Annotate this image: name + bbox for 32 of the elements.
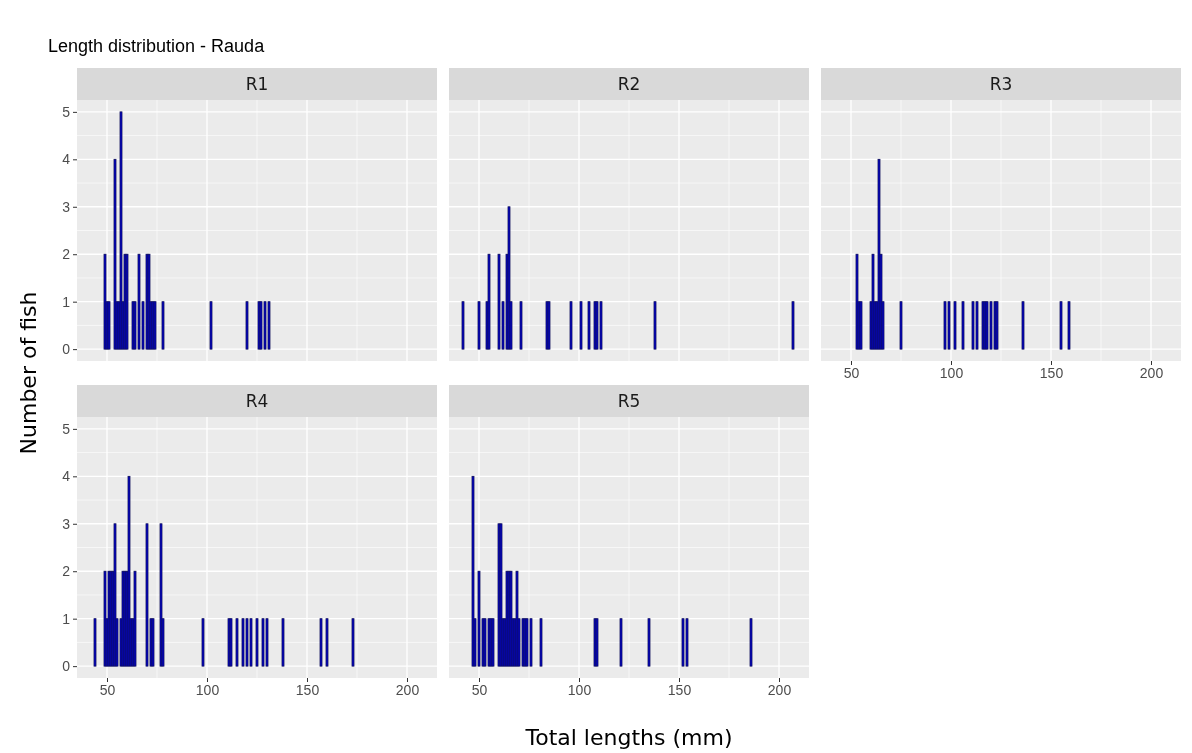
y-axis-title: Number of fish <box>16 291 41 455</box>
chart-title: R2 <box>617 74 641 94</box>
text: Length distribution - Rauda <box>48 36 266 56</box>
chart-title: R3 <box>989 74 1013 94</box>
x-tick-label: 100 <box>567 681 592 698</box>
y-tick-label: 5 <box>62 420 71 437</box>
x-tick-label: 150 <box>295 681 320 698</box>
y-tick-label: 2 <box>62 246 71 263</box>
x-axis-title: Total lengths (mm) <box>524 725 733 750</box>
chart-title: R4 <box>245 391 269 411</box>
y-tick-label: 4 <box>62 468 71 485</box>
y-tick-label: 3 <box>62 515 71 532</box>
x-tick-label: 50 <box>843 364 860 381</box>
y-tick-label: 0 <box>62 341 71 358</box>
y-tick-label: 5 <box>62 103 71 120</box>
x-tick-label: 200 <box>395 681 420 698</box>
x-tick-label: 50 <box>471 681 488 698</box>
y-tick-label: 2 <box>62 563 71 580</box>
x-tick-label: 200 <box>767 681 792 698</box>
chart-title: R5 <box>617 391 641 411</box>
x-tick-label: 150 <box>1039 364 1064 381</box>
y-tick-label: 1 <box>62 610 71 627</box>
chart-title: R1 <box>245 74 269 94</box>
x-tick-label: 100 <box>195 681 220 698</box>
y-tick-label: 3 <box>62 198 71 215</box>
x-tick-label: 50 <box>99 681 116 698</box>
x-tick-label: 200 <box>1139 364 1164 381</box>
y-tick-label: 1 <box>62 293 71 310</box>
y-tick-label: 0 <box>62 658 71 675</box>
y-tick-label: 4 <box>62 151 71 168</box>
x-tick-label: 100 <box>939 364 964 381</box>
x-tick-label: 150 <box>667 681 692 698</box>
